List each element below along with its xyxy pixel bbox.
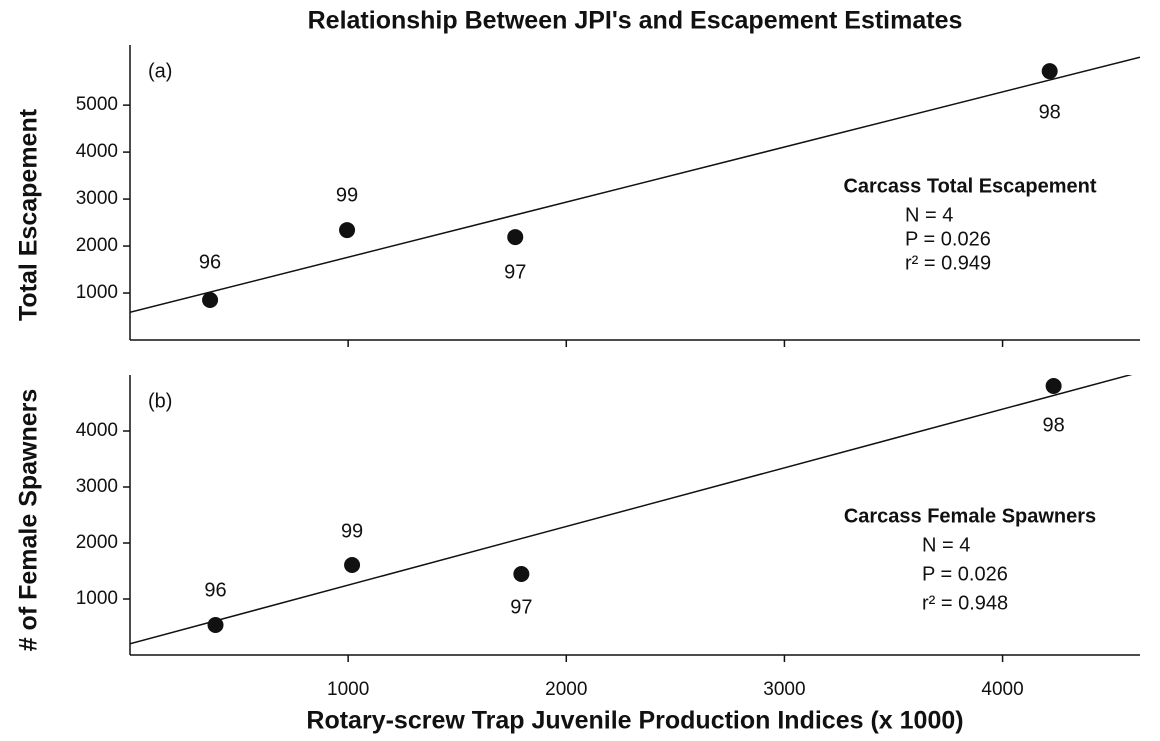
point-label: 96 (199, 251, 221, 273)
point (513, 566, 530, 583)
point (339, 222, 356, 239)
panel-label: (a) (148, 60, 172, 82)
annotation: P = 0.026 (922, 563, 1008, 585)
x-axis-label: Rotary-screw Trap Juvenile Production In… (306, 707, 963, 735)
annotation: r² = 0.948 (922, 592, 1008, 614)
fit-line (130, 56, 1140, 314)
panel-label: (b) (148, 390, 172, 412)
y-tick-label: 3000 (76, 188, 118, 209)
annotation: r² = 0.949 (905, 252, 991, 274)
point-label: 99 (336, 184, 358, 206)
y-tick-label: 2000 (76, 532, 118, 553)
annotation: N = 4 (905, 204, 953, 226)
fit-line (130, 375, 1133, 645)
y-tick-label: 3000 (76, 476, 118, 497)
y-tick-label: 1000 (76, 282, 118, 303)
point (202, 292, 219, 309)
point (344, 557, 361, 574)
point (207, 616, 224, 633)
y-tick-label: 2000 (76, 235, 118, 256)
annotation-title: Carcass Female Spawners (844, 505, 1096, 527)
point-label: 99 (341, 520, 363, 542)
y-axis-label: Total Escapement (15, 108, 43, 321)
point-label: 96 (204, 579, 226, 601)
point-label: 97 (504, 261, 526, 283)
y-axis-label: # of Female Spawners (15, 389, 43, 652)
y-tick-label: 5000 (76, 94, 118, 115)
point-label: 97 (510, 596, 532, 618)
x-tick-label: 2000 (545, 679, 587, 700)
y-tick-label: 1000 (76, 588, 118, 609)
point (507, 229, 524, 246)
y-tick-label: 4000 (76, 141, 118, 162)
annotation: N = 4 (922, 534, 970, 556)
annotation-title: Carcass Total Escapement (843, 175, 1096, 197)
point (1041, 63, 1058, 80)
point-label: 98 (1039, 101, 1061, 123)
x-tick-label: 4000 (981, 679, 1023, 700)
point (1045, 377, 1062, 394)
point-label: 98 (1042, 414, 1064, 436)
x-tick-label: 1000 (327, 679, 369, 700)
y-tick-label: 4000 (76, 420, 118, 441)
x-tick-label: 3000 (763, 679, 805, 700)
chart-title: Relationship Between JPI's and Escapemen… (308, 7, 963, 35)
annotation: P = 0.026 (905, 228, 991, 250)
